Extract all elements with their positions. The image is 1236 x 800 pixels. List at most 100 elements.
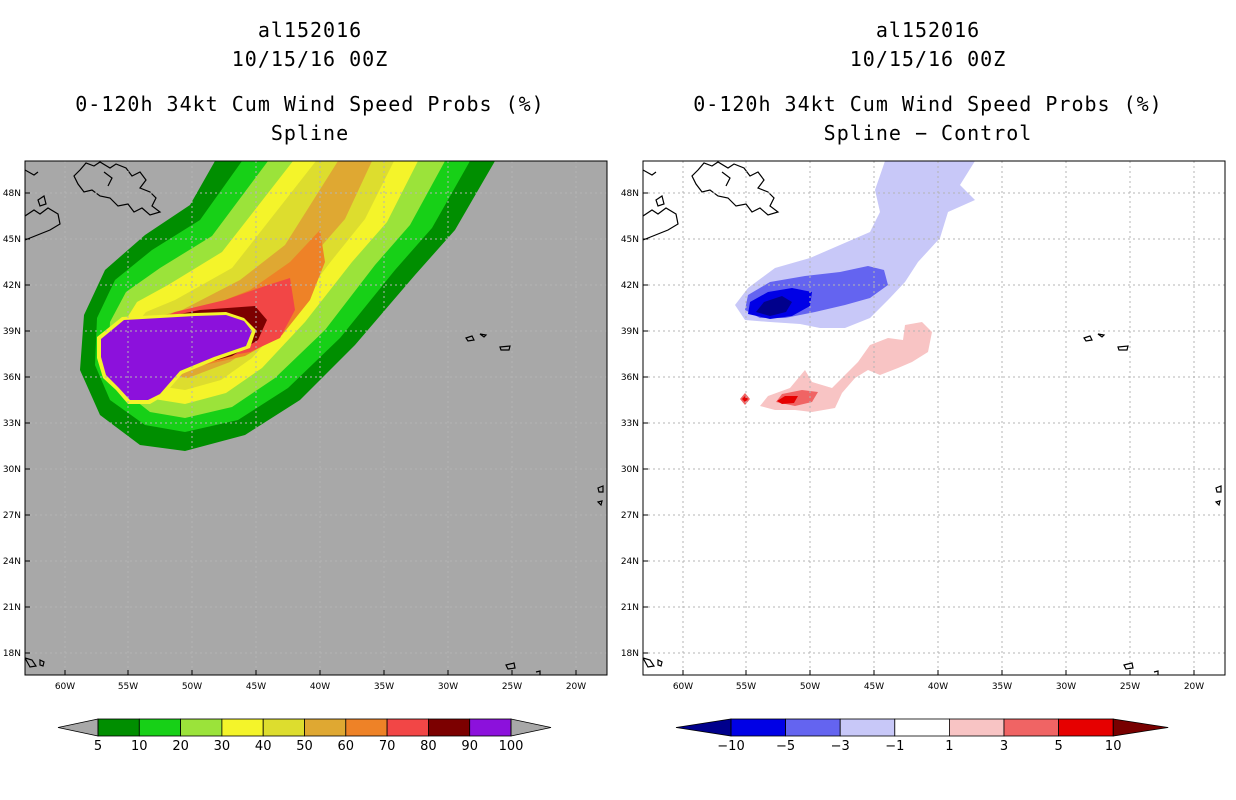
land-outline — [25, 657, 38, 668]
land-outline — [1123, 662, 1134, 670]
axis-ticks: 48N 45N 42N 39N 36N 33N 30N 27N 24N 21N 18N 60W 55W 5… — [3, 189, 586, 692]
colorbar-label: 5 — [1054, 739, 1062, 754]
right-map-panel: 48N 45N 42N 39N 36N 33N 30N 27N 24N 21N 18N 60W 55W 5… — [621, 160, 1226, 692]
lat-label: 24N — [621, 557, 639, 567]
lon-label: 50W — [800, 682, 820, 692]
colorbar-label: 10 — [131, 739, 148, 754]
colorbar-label: 80 — [420, 739, 437, 754]
colorbar-probability: 5 10 20 30 40 50 60 70 80 90 100 — [57, 718, 552, 754]
coastline — [643, 161, 1222, 675]
lat-lon-grid — [643, 161, 1225, 675]
land-outline — [643, 207, 679, 241]
land-outline — [655, 195, 665, 207]
lat-label: 27N — [621, 511, 639, 521]
colorbar-extend-high — [1113, 719, 1169, 736]
lat-label: 36N — [621, 373, 639, 383]
lon-label: 20W — [1184, 682, 1204, 692]
lon-label: 50W — [182, 682, 202, 692]
land-outline — [643, 169, 657, 176]
axis-ticks: 48N 45N 42N 39N 36N 33N 30N 27N 24N 21N 18N 60W 55W 5… — [621, 189, 1204, 692]
lat-label: 42N — [621, 281, 639, 291]
forecast-datetime: 10/15/16 00Z — [231, 47, 389, 71]
lon-label: 35W — [374, 682, 394, 692]
colorbar-outline — [510, 718, 552, 737]
difference-contours — [643, 161, 1225, 675]
colorbar-outline — [1112, 718, 1169, 737]
land-outline — [505, 662, 516, 670]
lat-label: 21N — [3, 603, 21, 613]
colorbar-label: 90 — [461, 739, 478, 754]
land-outline — [37, 195, 47, 207]
land-outline — [39, 659, 45, 667]
colorbar-label: 3 — [1000, 739, 1008, 754]
map-background — [643, 161, 1225, 675]
land-outline — [596, 500, 603, 507]
lat-label: 45N — [621, 235, 639, 245]
colorbar-segment — [1003, 718, 1059, 737]
land-outline — [103, 171, 113, 187]
lat-label: 18N — [621, 649, 639, 659]
colorbar-extend-high — [511, 719, 551, 736]
lon-label: 45W — [246, 682, 266, 692]
colorbar-segment — [785, 718, 841, 737]
lat-label: 45N — [3, 235, 21, 245]
land-outline — [643, 657, 656, 668]
land-outline — [479, 333, 488, 338]
colorbar-extend-low — [58, 719, 98, 736]
diff-negative-1b — [918, 198, 946, 222]
lat-lon-grid — [25, 161, 607, 675]
lat-label: 36N — [3, 373, 21, 383]
lat-label: 21N — [621, 603, 639, 613]
lat-label: 27N — [3, 511, 21, 521]
diff-positive-1 — [760, 322, 932, 412]
colorbar-segment — [427, 718, 471, 737]
left-panel-title: al152016 10/15/16 00Z 0-120h 34kt Cum Wi… — [10, 16, 610, 148]
left-map-panel: 48N 45N 42N 39N 36N 33N 30N 27N 24N 21N 18N 60W 55W 5… — [3, 160, 608, 692]
colorbar-segment — [1058, 718, 1114, 737]
lon-label: 25W — [1120, 682, 1140, 692]
colorbar-extend-low — [676, 719, 731, 736]
panel-subtitle: Spline − Control — [823, 121, 1033, 145]
colorbar-segment — [304, 718, 347, 737]
land-outline — [1215, 485, 1222, 493]
lat-label: 18N — [3, 649, 21, 659]
colorbar-segment — [730, 718, 786, 737]
lat-label: 48N — [621, 189, 639, 199]
lat-label: 33N — [621, 419, 639, 429]
land-outline — [25, 169, 39, 176]
lon-label: 20W — [566, 682, 586, 692]
lat-label: 48N — [3, 189, 21, 199]
colorbar-label: 5 — [94, 739, 102, 754]
land-outline — [73, 161, 162, 216]
storm-id: al152016 — [875, 18, 981, 42]
colorbar-label: 20 — [172, 739, 189, 754]
land-outline — [465, 335, 475, 342]
forecast-datetime: 10/15/16 00Z — [849, 47, 1007, 71]
lon-label: 55W — [118, 682, 138, 692]
coastline — [25, 161, 604, 675]
product-title: 0-120h 34kt Cum Wind Speed Probs (%) — [693, 92, 1163, 116]
map-frame — [642, 160, 1226, 676]
colorbar-segment — [221, 718, 264, 737]
colorbar-difference: −10 −5 −3 −1 1 3 5 10 — [675, 718, 1169, 754]
land-outline — [1153, 670, 1159, 675]
right-panel-title: al152016 10/15/16 00Z 0-120h 34kt Cum Wi… — [628, 16, 1228, 148]
lat-label: 30N — [621, 465, 639, 475]
colorbar-label: 70 — [379, 739, 396, 754]
colorbar-label: 30 — [214, 739, 231, 754]
lat-label: 33N — [3, 419, 21, 429]
diff-positive-5 — [777, 396, 798, 404]
colorbar-label: −3 — [831, 739, 850, 754]
lon-label: 55W — [736, 682, 756, 692]
colorbar-segment — [97, 718, 140, 737]
colorbar-label: 1 — [945, 739, 953, 754]
lat-label: 30N — [3, 465, 21, 475]
storm-id: al152016 — [257, 18, 363, 42]
land-outline — [597, 485, 604, 493]
map-frame — [24, 160, 608, 676]
colorbar-outline — [675, 718, 732, 737]
colorbar-outline — [57, 718, 99, 737]
lon-label: 60W — [673, 682, 693, 692]
panel-subtitle: Spline — [270, 121, 350, 145]
